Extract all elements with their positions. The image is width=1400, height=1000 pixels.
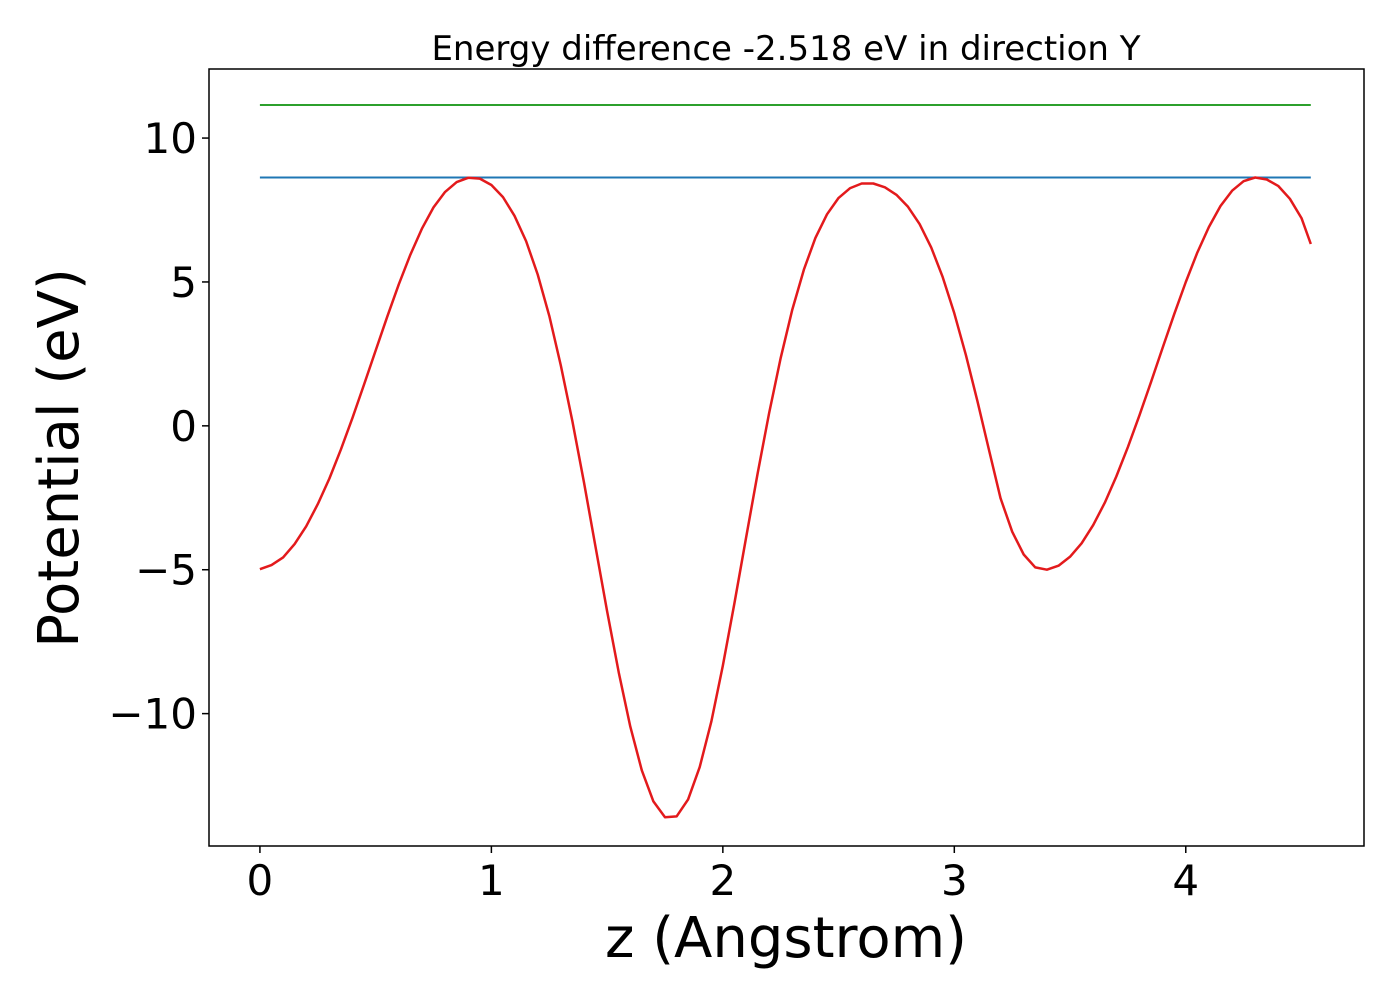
x-axis-label: z (Angstrom) [605, 906, 967, 971]
series-line-2 [259, 176, 1312, 819]
x-tick-label: 3 [941, 856, 968, 905]
plot-area [259, 104, 1312, 819]
y-axis-label: Potential (eV) [27, 268, 92, 648]
y-tick-label: 0 [170, 402, 197, 451]
x-tick-label: 4 [1172, 856, 1199, 905]
y-tick-label: 5 [170, 258, 197, 307]
axes-frame [208, 68, 1365, 847]
y-tick-label: −5 [135, 546, 197, 595]
chart-title: Energy difference -2.518 eV in direction… [431, 29, 1140, 69]
y-axis: −10 −5 0 5 10 [108, 114, 209, 739]
x-tick-label: 1 [478, 856, 505, 905]
y-tick-label: 10 [144, 114, 197, 163]
x-tick-label: 0 [247, 856, 274, 905]
x-axis: 0 1 2 3 4 [247, 846, 1199, 905]
y-tick-label: −10 [108, 690, 197, 739]
x-tick-label: 2 [709, 856, 736, 905]
